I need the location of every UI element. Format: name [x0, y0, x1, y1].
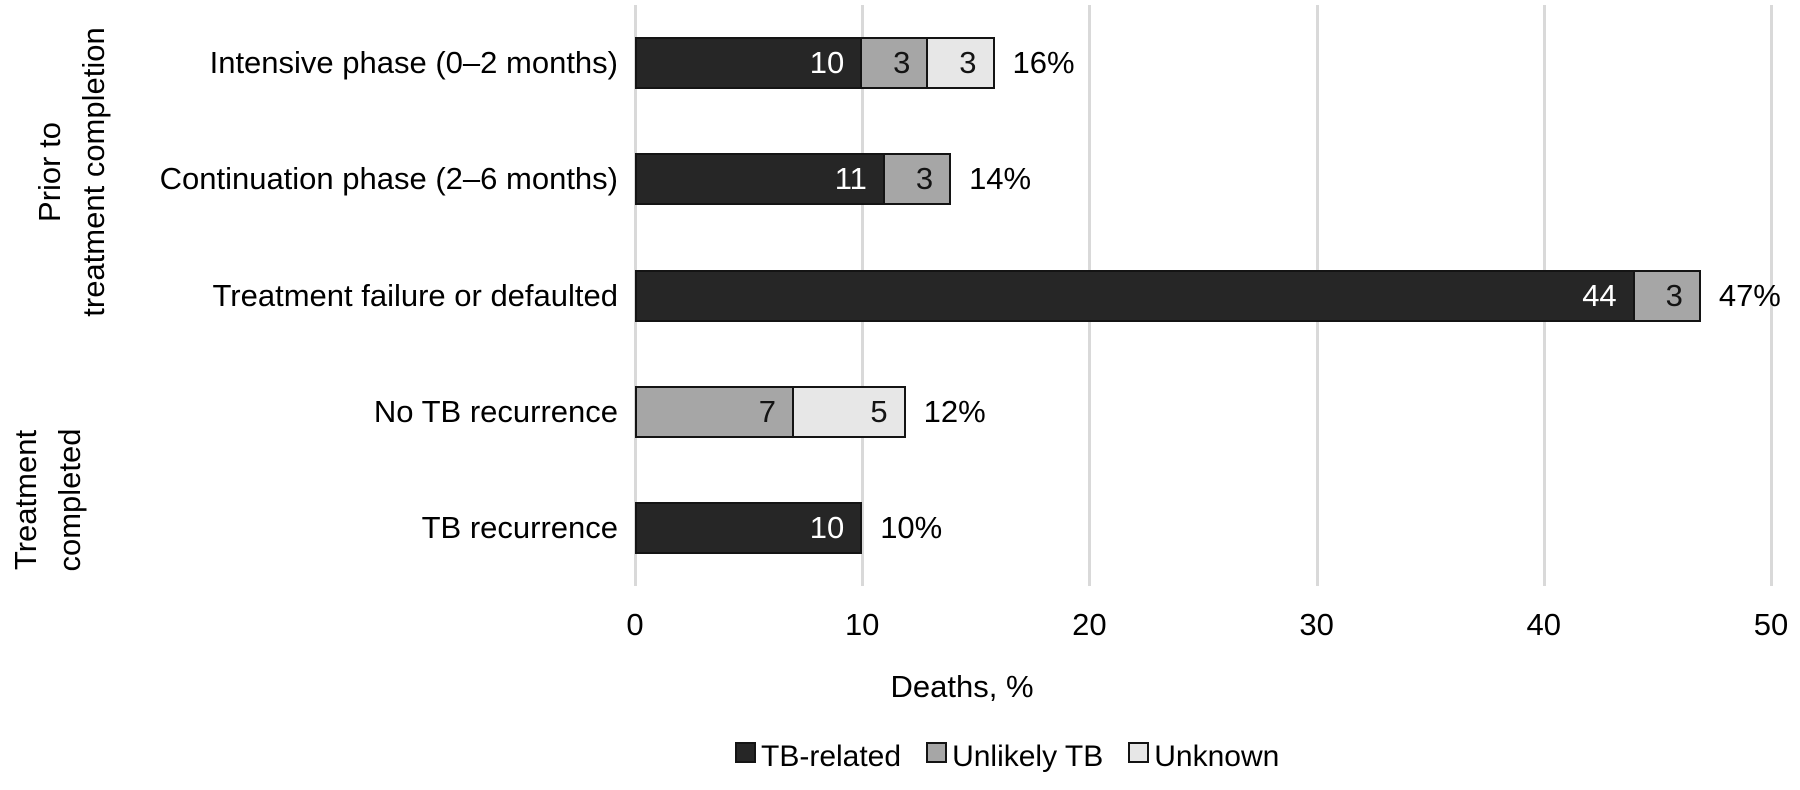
bar-total-label: 12%	[923, 393, 986, 429]
bar-area: 11 3 14%	[635, 153, 1032, 206]
segment-value-label: 3	[1665, 277, 1683, 313]
bar-area: 10 10%	[635, 501, 943, 554]
category-label: Treatment failure or defaulted	[212, 277, 618, 313]
segment-value-label: 5	[870, 393, 888, 429]
x-axis-tick-label: 0	[626, 607, 644, 642]
legend-item-tb-related: TB-related	[735, 740, 901, 774]
bar-total-label: 16%	[1012, 45, 1075, 81]
stacked-bar: 11 3	[635, 153, 952, 206]
bar-segment-tb-related: 10	[635, 37, 863, 90]
bar-segment-unknown: 3	[926, 37, 995, 90]
segment-value-label: 10	[809, 45, 845, 81]
x-axis-tick-label: 50	[1753, 607, 1789, 642]
bar-segment-unlikely-tb: 3	[882, 153, 952, 206]
bar-segment-unknown: 5	[792, 385, 906, 438]
bar-row: Treatment failure or defaulted 44 3 47%	[0, 237, 1790, 353]
legend-swatch-tb-related	[735, 742, 756, 763]
legend-label: TB-related	[761, 740, 902, 773]
segment-value-label: 10	[809, 509, 845, 545]
x-axis-tick-label: 20	[1072, 607, 1107, 642]
bar-area: 44 3 47%	[635, 269, 1781, 322]
bar-row: TB recurrence 10 10%	[0, 470, 1790, 586]
stacked-bar: 44 3	[635, 269, 1701, 322]
bar-segment-unlikely-tb: 3	[1632, 269, 1701, 322]
bar-area: 7 5 12%	[635, 385, 986, 438]
bar-segment-unlikely-tb: 3	[860, 37, 929, 90]
bar-row: Continuation phase (2–6 months) 11 3 14%	[0, 121, 1790, 237]
segment-value-label: 3	[915, 161, 934, 197]
segment-value-label: 3	[959, 45, 977, 81]
legend: TB-related Unlikely TB Unknown	[735, 740, 1304, 774]
gridline-50	[1770, 5, 1773, 586]
bar-total-label: 47%	[1718, 277, 1781, 313]
x-axis-tick-label: 30	[1299, 607, 1334, 642]
segment-value-label: 44	[1582, 277, 1617, 313]
bar-segment-tb-related: 44	[635, 269, 1635, 322]
legend-swatch-unlikely-tb	[926, 742, 948, 763]
bar-row: Intensive phase (0–2 months) 10 3 3 16%	[0, 5, 1790, 121]
segment-value-label: 7	[758, 393, 777, 429]
legend-label: Unlikely TB	[952, 740, 1104, 773]
x-axis-tick-labels: 0 10 20 30 40 50	[626, 607, 1788, 649]
legend-item-unknown: Unknown	[1128, 740, 1279, 774]
category-label: Continuation phase (2–6 months)	[159, 161, 618, 197]
category-label: TB recurrence	[421, 510, 618, 546]
legend-item-unlikely-tb: Unlikely TB	[926, 740, 1103, 774]
segment-value-label: 3	[893, 45, 911, 81]
x-axis-title: Deaths, %	[890, 669, 1034, 704]
bar-rows: Intensive phase (0–2 months) 10 3 3 16% Conti…	[0, 5, 1790, 586]
category-label: No TB recurrence	[373, 393, 618, 429]
bar-row: No TB recurrence 7 5 12%	[0, 354, 1790, 470]
bar-segment-tb-related: 11	[635, 153, 885, 206]
segment-value-label: 11	[834, 161, 867, 197]
category-label: Intensive phase (0–2 months)	[209, 45, 618, 81]
bar-total-label: 14%	[969, 161, 1032, 197]
x-axis-tick-label: 10	[844, 607, 880, 642]
legend-swatch-unknown	[1128, 742, 1150, 763]
legend-label: Unknown	[1154, 740, 1280, 773]
stacked-bar: 10 3 3	[635, 37, 995, 90]
bar-area: 10 3 3 16%	[635, 37, 1075, 90]
x-axis-tick-label: 40	[1526, 607, 1562, 642]
bar-segment-tb-related: 10	[635, 501, 863, 554]
stacked-bar: 10	[635, 501, 863, 554]
bar-total-label: 10%	[880, 509, 943, 545]
bar-segment-unlikely-tb: 7	[635, 385, 795, 438]
